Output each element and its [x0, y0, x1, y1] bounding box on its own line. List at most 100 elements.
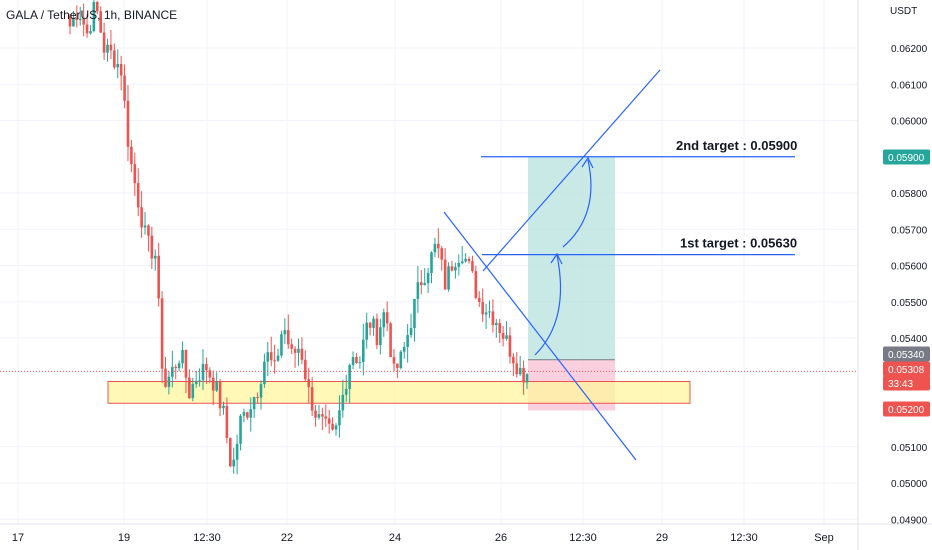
candle-body: [413, 298, 416, 329]
candle-body: [283, 330, 287, 335]
candle-body: [184, 349, 188, 378]
x-tick-label: 19: [118, 532, 130, 544]
y-tick-label: 0.05000: [891, 479, 928, 490]
candle-body: [123, 75, 126, 101]
price-badge-label: 33:43: [888, 379, 913, 390]
candle-body: [518, 367, 522, 375]
candle-body: [471, 261, 474, 272]
candle-body: [409, 328, 413, 336]
y-tick-label: 0.05100: [891, 443, 928, 454]
price-badge-label: 0.05340: [888, 350, 925, 361]
candle-body: [317, 414, 321, 418]
candle-body: [481, 301, 484, 315]
y-tick-label: 0.05500: [891, 298, 928, 309]
x-axis: 17 19 12:30 22 24 26 12:30 29 12:30 Sep: [0, 523, 932, 544]
candle-body: [133, 164, 137, 184]
x-tick-label: 17: [12, 532, 24, 544]
price-badges: 0.05900 0.05340 0.05308 33:43 0.05200: [883, 149, 930, 417]
candle-body: [153, 255, 157, 259]
candle-body: [160, 298, 164, 369]
candle-body: [382, 312, 386, 328]
arrow-2-head: [581, 156, 594, 169]
candle-body: [181, 349, 184, 364]
candle-body: [372, 318, 375, 328]
candle-body: [198, 380, 201, 382]
candle-body: [440, 248, 444, 260]
arrow-1-curve: [534, 254, 562, 356]
candle-body: [368, 322, 372, 328]
price-badge-label: 0.05308: [888, 365, 925, 376]
grid: [0, 0, 858, 524]
drawings: 2nd target : 0.05900 1st target : 0.05630: [0, 69, 858, 461]
price-badge: [883, 346, 930, 362]
candle-body: [416, 282, 420, 299]
candle-body: [525, 374, 529, 383]
candle-body: [266, 352, 270, 362]
candle-body: [443, 259, 447, 290]
candle-body: [477, 297, 481, 302]
x-tick-label: Sep: [814, 532, 834, 544]
candle-body: [273, 360, 276, 362]
arrow-2-curve: [562, 159, 592, 248]
candle-body: [290, 344, 293, 349]
candle-body: [365, 322, 369, 340]
candle-body: [228, 437, 232, 467]
candle-body: [341, 394, 345, 411]
candle-body: [338, 410, 341, 426]
candle-body: [344, 388, 348, 395]
candle-body: [348, 365, 351, 389]
candle-body: [491, 311, 495, 326]
candle-body: [423, 283, 426, 286]
candle-body: [130, 146, 133, 165]
candle-body: [450, 266, 454, 271]
candle-body: [177, 363, 181, 369]
candle-body: [119, 63, 123, 76]
candle-body: [501, 332, 505, 339]
x-tick-label: 12:30: [193, 532, 221, 544]
candle-body: [157, 255, 160, 299]
arrow-1-head: [550, 252, 563, 265]
candle-body: [495, 323, 498, 326]
candle-body: [454, 266, 457, 271]
candle-body: [116, 63, 120, 68]
candle-body: [246, 412, 249, 418]
candle-body: [140, 207, 143, 228]
candle-body: [208, 370, 212, 378]
candle-body: [300, 348, 304, 360]
y-tick-label: 0.06000: [891, 117, 928, 128]
candle-body: [389, 323, 392, 358]
x-tick-label: 12:30: [569, 532, 597, 544]
candle-body: [324, 416, 328, 419]
candle-body: [167, 376, 171, 387]
target-1-annotation: 1st target : 0.05630: [680, 236, 797, 251]
candle-body: [191, 384, 195, 399]
y-tick-label: 0.05600: [891, 262, 928, 273]
candle-body: [218, 381, 222, 409]
candle-body: [334, 425, 338, 430]
y-tick-label: 0.05800: [891, 189, 928, 200]
candle-body: [85, 24, 89, 34]
candle-body: [136, 183, 140, 208]
candle-body: [355, 357, 358, 364]
candle-body: [433, 243, 437, 253]
candle-body: [379, 327, 382, 346]
candle-body: [385, 312, 389, 324]
candle-body: [232, 459, 236, 467]
candle-body: [235, 443, 239, 460]
candle-body: [508, 335, 512, 357]
candle-body: [464, 258, 467, 262]
price-badge: [883, 401, 930, 417]
candle-body: [430, 252, 433, 274]
candle-body: [259, 384, 263, 398]
candle-body: [286, 330, 290, 345]
candle-body: [293, 348, 297, 353]
candle-body: [310, 387, 314, 411]
support-zone: [107, 381, 691, 404]
candle-body: [75, 17, 79, 21]
candle-body: [242, 412, 246, 416]
candle-body: [297, 348, 300, 353]
axis-unit-label: USDT: [890, 6, 918, 17]
y-tick-label: 0.05700: [891, 225, 928, 236]
y-tick-label: 0.06100: [891, 80, 928, 91]
candle-body: [484, 312, 488, 315]
